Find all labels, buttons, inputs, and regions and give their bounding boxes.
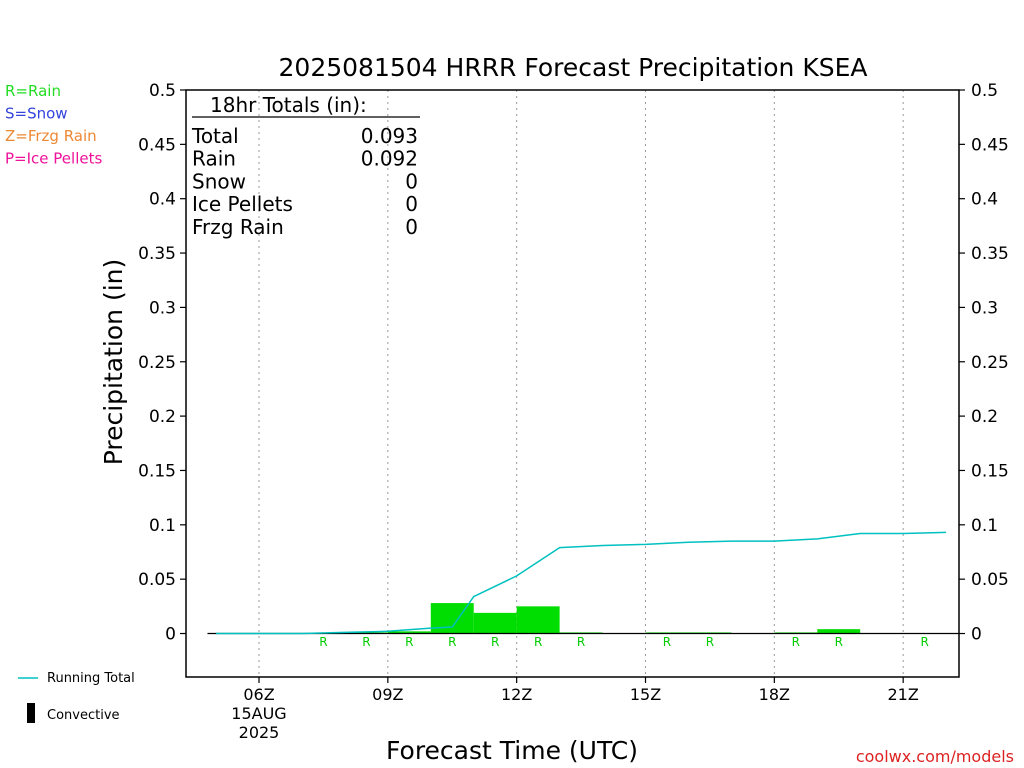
y-tick-label-left-4: 0.2 bbox=[149, 407, 176, 427]
y-tick-label-left-3: 0.15 bbox=[138, 461, 176, 481]
totals-row-label-3: Ice Pellets bbox=[192, 192, 293, 216]
totals-row-value-1: 0.092 bbox=[361, 147, 418, 171]
convective-legend-swatch bbox=[27, 703, 35, 723]
y-tick-label-left-10: 0.5 bbox=[149, 81, 176, 101]
convective-legend-label: Convective bbox=[47, 708, 120, 723]
ptype-key-item-0: R=Rain bbox=[5, 82, 61, 100]
x-tick-label-0-0: 06Z bbox=[243, 685, 274, 704]
ptype-marker-1: R bbox=[362, 635, 370, 649]
y-axis-label: Precipitation (in) bbox=[99, 259, 128, 466]
y-tick-label-left-9: 0.45 bbox=[138, 135, 176, 155]
totals-row-value-3: 0 bbox=[405, 192, 418, 216]
axis-ticks: 0 00.05 0.050.1 0.10.15 0.150.2 0.20.25 0.250.… bbox=[138, 81, 1009, 742]
legend: Running Total Convective bbox=[18, 671, 135, 723]
ptype-marker-6: R bbox=[577, 635, 585, 649]
x-tick-label-5-0: 21Z bbox=[888, 685, 919, 704]
y-tick-label-left-1: 0.05 bbox=[138, 570, 176, 590]
ptype-marker-11: R bbox=[920, 635, 928, 649]
x-tick-label-3-0: 15Z bbox=[630, 685, 661, 704]
y-tick-label-right-4: 0.2 bbox=[971, 407, 998, 427]
y-tick-label-left-8: 0.4 bbox=[149, 190, 176, 210]
ptype-marker-3: R bbox=[448, 635, 456, 649]
y-tick-label-left-6: 0.3 bbox=[149, 298, 176, 318]
bars-layer bbox=[207, 603, 959, 635]
ptype-marker-8: R bbox=[706, 635, 714, 649]
ptype-marker-2: R bbox=[405, 635, 413, 649]
x-tick-label-4-0: 18Z bbox=[759, 685, 790, 704]
bar-rain-15 bbox=[817, 629, 861, 634]
bar-rain-8 bbox=[516, 606, 560, 634]
ptype-key-item-1: S=Snow bbox=[5, 105, 68, 123]
running-total-line bbox=[216, 531, 947, 635]
y-tick-label-left-5: 0.25 bbox=[138, 353, 176, 373]
ptype-marker-4: R bbox=[491, 635, 499, 649]
x-tick-label-0-2: 2025 bbox=[239, 723, 280, 742]
credit-text: coolwx.com/models bbox=[856, 747, 1014, 766]
chart-title: 2025081504 HRRR Forecast Precipitation K… bbox=[279, 53, 868, 82]
y-tick-label-right-2: 0.1 bbox=[971, 516, 998, 536]
totals-row-value-0: 0.093 bbox=[361, 124, 418, 148]
totals-row-value-4: 0 bbox=[405, 215, 418, 239]
running-total-legend-label: Running Total bbox=[47, 671, 135, 686]
y-tick-label-right-8: 0.4 bbox=[971, 190, 998, 210]
totals-row-value-2: 0 bbox=[405, 169, 418, 193]
ptype-marker-0: R bbox=[319, 635, 327, 649]
x-axis-label: Forecast Time (UTC) bbox=[386, 736, 638, 765]
y-tick-label-right-7: 0.35 bbox=[971, 244, 1009, 264]
totals-header: 18hr Totals (in): bbox=[210, 93, 367, 117]
ptype-key-item-3: P=Ice Pellets bbox=[5, 150, 102, 168]
ptype-key: R=Rain S=Snow Z=Frzg Rain P=Ice Pellets bbox=[5, 82, 102, 168]
totals-row-label-4: Frzg Rain bbox=[192, 215, 284, 239]
y-tick-label-right-10: 0.5 bbox=[971, 81, 998, 101]
y-tick-label-right-9: 0.45 bbox=[971, 135, 1009, 155]
plot-frame bbox=[185, 89, 960, 678]
grid bbox=[258, 90, 904, 677]
y-tick-label-right-3: 0.15 bbox=[971, 461, 1009, 481]
y-tick-label-right-0: 0 bbox=[971, 625, 982, 645]
ptype-marker-7: R bbox=[663, 635, 671, 649]
y-tick-label-left-0: 0 bbox=[165, 625, 176, 645]
y-tick-label-right-1: 0.05 bbox=[971, 570, 1009, 590]
running-total-layer bbox=[216, 531, 947, 635]
totals-row-label-0: Total bbox=[191, 124, 239, 148]
y-tick-label-left-7: 0.35 bbox=[138, 244, 176, 264]
totals-row-label-1: Rain bbox=[192, 147, 236, 171]
x-tick-label-2-0: 12Z bbox=[501, 685, 532, 704]
bar-rain-6 bbox=[430, 603, 474, 634]
bar-rain-7 bbox=[473, 612, 517, 634]
ptype-key-item-2: Z=Frzg Rain bbox=[5, 127, 97, 145]
y-tick-label-left-2: 0.1 bbox=[149, 516, 176, 536]
totals-row-label-2: Snow bbox=[192, 169, 246, 193]
ptype-marker-9: R bbox=[792, 635, 800, 649]
ptype-marker-5: R bbox=[534, 635, 542, 649]
totals-box: 18hr Totals (in): Total 0.093 Rain 0.092 Sno… bbox=[191, 93, 420, 239]
y-tick-label-right-5: 0.25 bbox=[971, 353, 1009, 373]
x-tick-label-0-1: 15AUG bbox=[231, 704, 286, 723]
x-tick-label-1-0: 09Z bbox=[372, 685, 403, 704]
ptype-marker-10: R bbox=[835, 635, 843, 649]
y-tick-label-right-6: 0.3 bbox=[971, 298, 998, 318]
bar-rain-5 bbox=[387, 631, 431, 634]
